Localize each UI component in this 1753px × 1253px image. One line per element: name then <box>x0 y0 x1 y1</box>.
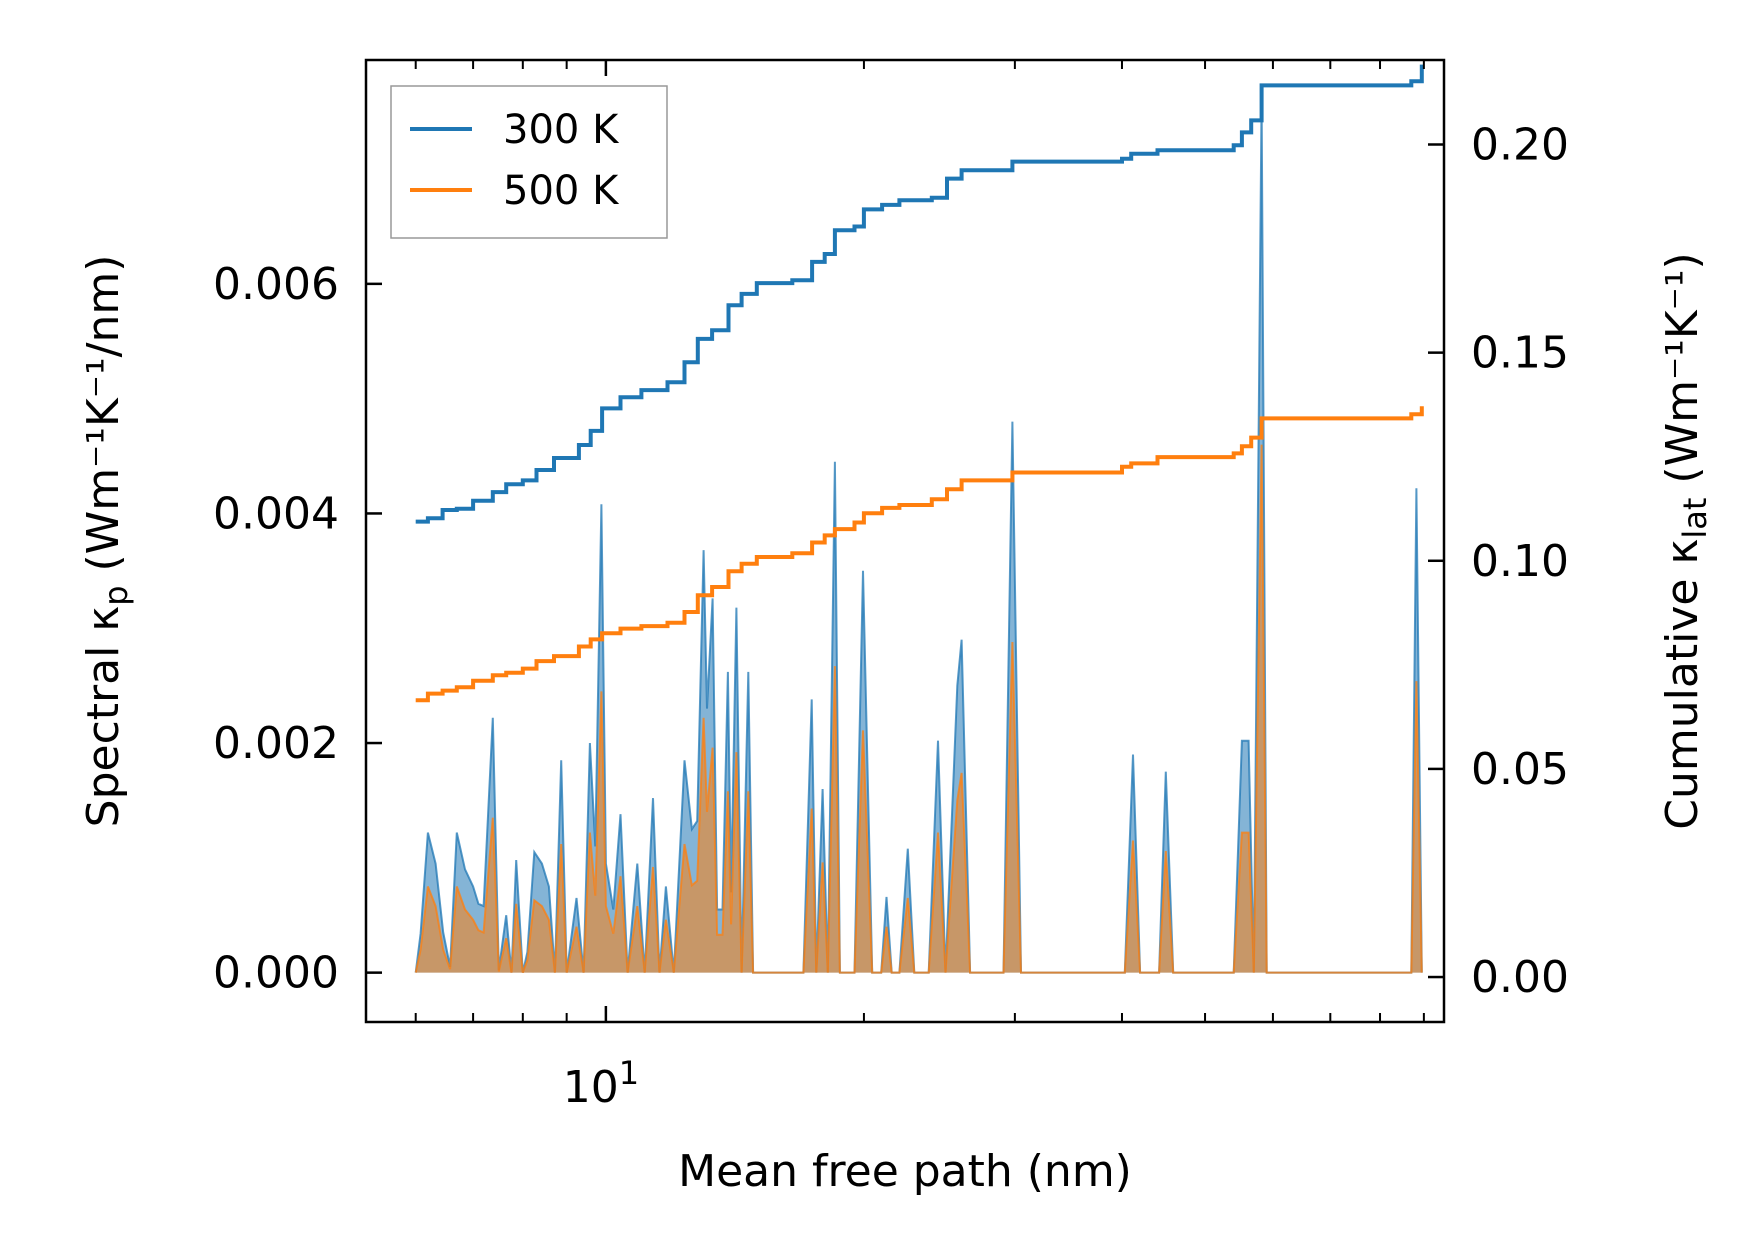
y-left-tick-label: 0.002 <box>213 718 339 769</box>
spectral-area-s300 <box>415 97 1422 973</box>
y-right-tick-label: 0.10 <box>1471 536 1569 587</box>
y-right-tick-label: 0.05 <box>1471 744 1569 795</box>
spectral-fill-layer <box>414 97 1423 974</box>
x-axis-label: Mean free path (nm) <box>678 1146 1132 1197</box>
legend-label-300k: 300 K <box>503 107 620 153</box>
cumulative-line-s300 <box>415 64 1424 524</box>
spectral-area-s500 <box>415 444 1422 973</box>
series-line-layer <box>415 64 1424 703</box>
plot-frame <box>364 58 1446 1024</box>
y-axis-right-label: Cumulative κlat (Wm⁻¹K⁻¹) <box>1657 252 1714 829</box>
y-left-tick-label: 0.004 <box>213 488 339 539</box>
legend: 300 K 500 K <box>390 85 668 239</box>
tick-layer: 101 0.000 0.002 0.004 0.006 0.00 0.05 0.10 0.15 0… <box>213 60 1569 1113</box>
y-right-tick-label: 0.00 <box>1471 952 1569 1003</box>
y-left-tick-label: 0.006 <box>213 259 339 310</box>
y-right-tick-label: 0.20 <box>1471 120 1569 171</box>
y-left-tick-label: 0.000 <box>213 948 339 999</box>
spectral-line-s500 <box>414 444 1423 974</box>
legend-box <box>390 85 668 239</box>
x-tick-label: 101 <box>563 1054 639 1113</box>
y-axis-left-label: Spectral κp (Wm⁻¹K⁻¹/nm) <box>78 255 135 828</box>
cumulative-line-s500 <box>415 406 1424 703</box>
y-right-tick-label: 0.15 <box>1471 328 1569 379</box>
legend-label-500k: 500 K <box>503 168 620 214</box>
